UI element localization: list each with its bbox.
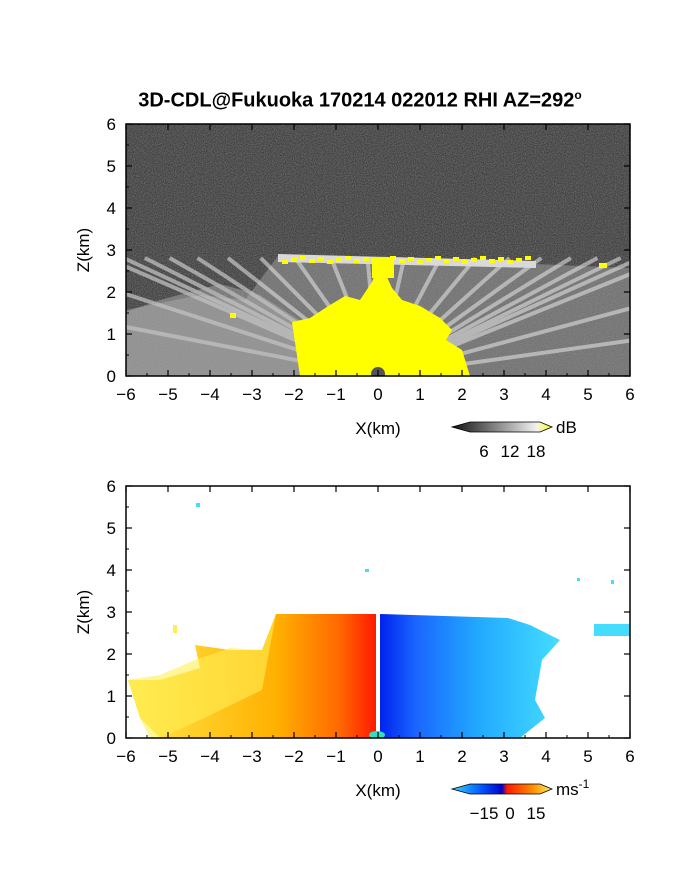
cloud-base-speck bbox=[345, 256, 351, 260]
velocity-xtick-label: −6 bbox=[116, 747, 135, 766]
backscatter-xlabel: X(km) bbox=[355, 419, 400, 438]
backscatter-colorbar-tick: 18 bbox=[527, 442, 546, 461]
velocity-ylabel: Z(km) bbox=[74, 590, 93, 634]
cloud-base-speck bbox=[318, 257, 324, 261]
cloud-base-speck bbox=[354, 259, 360, 263]
cloud-base-speck bbox=[408, 257, 414, 261]
cloud-base-speck bbox=[471, 258, 477, 262]
backscatter-xtick-label: −6 bbox=[116, 385, 135, 404]
cloud-base-speck bbox=[363, 257, 369, 261]
velocity-xtick-label: −4 bbox=[200, 747, 219, 766]
cloud-base-speck bbox=[444, 259, 450, 263]
cloud-base-speck bbox=[426, 258, 432, 262]
cloud-base-speck bbox=[480, 256, 486, 260]
backscatter-colorbar-tick: 12 bbox=[501, 442, 520, 461]
velocity-ytick-label: 0 bbox=[107, 729, 116, 748]
velocity-ytick-label: 1 bbox=[107, 687, 116, 706]
cloud-base-speck bbox=[525, 256, 531, 260]
cloud-base-speck bbox=[516, 258, 522, 262]
velocity-xlabel: X(km) bbox=[355, 781, 400, 800]
velocity-ytick-label: 6 bbox=[107, 477, 116, 496]
cloud-base-speck bbox=[417, 260, 423, 264]
velocity-xtick-label: −1 bbox=[326, 747, 345, 766]
backscatter-colorbar: dB 6 12 18 bbox=[450, 418, 577, 461]
cloud-base-speck bbox=[291, 258, 297, 262]
velocity-xtick-label: 2 bbox=[457, 747, 466, 766]
backscatter-xtick-label: −1 bbox=[326, 385, 345, 404]
backscatter-ytick-label: 4 bbox=[107, 199, 116, 218]
backscatter-xtick-label: 1 bbox=[415, 385, 424, 404]
cloud-base-speck bbox=[489, 259, 495, 263]
backscatter-ylabel: Z(km) bbox=[74, 228, 93, 272]
backscatter-xtick-label: −2 bbox=[284, 385, 303, 404]
velocity-xtick-label: 3 bbox=[499, 747, 508, 766]
velocity-xtick-label: −5 bbox=[158, 747, 177, 766]
backscatter-xtick-label: 6 bbox=[625, 385, 634, 404]
cloud-base-speck bbox=[300, 256, 306, 260]
velocity-xtick-label: −2 bbox=[284, 747, 303, 766]
cloud-base-speck bbox=[399, 259, 405, 263]
backscatter-xtick-label: −5 bbox=[158, 385, 177, 404]
cloud-base-speck bbox=[453, 257, 459, 261]
backscatter-ytick-label: 5 bbox=[107, 157, 116, 176]
cloud-base-speck bbox=[435, 256, 441, 260]
backscatter-ytick-label: 3 bbox=[107, 241, 116, 260]
chart-title: 3D-CDL@Fukuoka 170214 022012 RHI AZ=292o bbox=[138, 88, 582, 112]
backscatter-ytick-label: 0 bbox=[107, 367, 116, 386]
velocity-axes: −6 −5 −4 −3 −2 −1 0 1 2 3 4 5 6 0 1 2 3 4 5 6 bbox=[107, 477, 635, 766]
backscatter-colorbar-unit: dB bbox=[556, 418, 577, 437]
velocity-xtick-label: 4 bbox=[541, 747, 550, 766]
velocity-ytick-label: 3 bbox=[107, 603, 116, 622]
backscatter-xtick-label: 5 bbox=[583, 385, 592, 404]
cloud-base-speck bbox=[507, 260, 513, 264]
velocity-xtick-label: 5 bbox=[583, 747, 592, 766]
velocity-heatmap bbox=[126, 486, 630, 738]
backscatter-xtick-label: 3 bbox=[499, 385, 508, 404]
velocity-colorbar: ms-1 −15 0 15 bbox=[450, 777, 590, 823]
cloud-base-speck bbox=[498, 257, 504, 261]
velocity-ytick-label: 4 bbox=[107, 561, 116, 580]
backscatter-axes: −6 −5 −4 −3 −2 −1 0 1 2 3 4 5 6 0 1 2 3 4 5 6 bbox=[107, 115, 635, 404]
velocity-ytick-label: 5 bbox=[107, 519, 116, 538]
backscatter-xtick-label: 0 bbox=[373, 385, 382, 404]
backscatter-xtick-label: 4 bbox=[541, 385, 550, 404]
backscatter-ytick-label: 2 bbox=[107, 283, 116, 302]
velocity-colorbar-unit: ms-1 bbox=[556, 777, 590, 799]
velocity-xtick-label: 1 bbox=[415, 747, 424, 766]
cloud-base-speck bbox=[462, 260, 468, 264]
backscatter-xtick-label: −3 bbox=[242, 385, 261, 404]
cloud-base-speck bbox=[309, 259, 315, 263]
backscatter-xtick-label: 2 bbox=[457, 385, 466, 404]
velocity-xtick-label: −3 bbox=[242, 747, 261, 766]
velocity-xtick-label: 0 bbox=[373, 747, 382, 766]
backscatter-ytick-label: 6 bbox=[107, 115, 116, 134]
velocity-panel: −6 −5 −4 −3 −2 −1 0 1 2 3 4 5 6 0 1 2 3 4 5 6 X(km) Z(km) m… bbox=[74, 477, 635, 823]
backscatter-heatmap bbox=[126, 124, 630, 376]
velocity-xtick-label: 6 bbox=[625, 747, 634, 766]
cloud-base-speck bbox=[327, 260, 333, 264]
cloud-base-speck bbox=[282, 260, 288, 264]
backscatter-xtick-label: −4 bbox=[200, 385, 219, 404]
backscatter-colorbar-tick: 6 bbox=[479, 442, 488, 461]
velocity-colorbar-tick: −15 bbox=[470, 804, 499, 823]
velocity-colorbar-tick: 15 bbox=[527, 804, 546, 823]
velocity-ytick-label: 2 bbox=[107, 645, 116, 664]
cloud-base-speck bbox=[336, 258, 342, 262]
velocity-colorbar-tick: 0 bbox=[505, 804, 514, 823]
backscatter-ytick-label: 1 bbox=[107, 325, 116, 344]
